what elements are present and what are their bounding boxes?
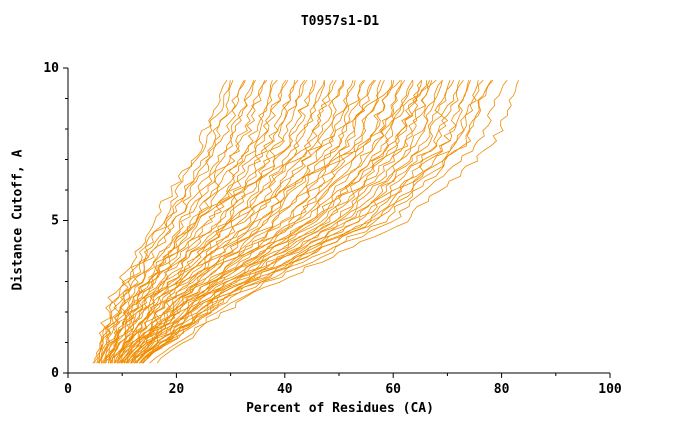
model-curve [156,80,519,364]
model-curve [96,80,245,364]
model-curve [94,80,231,364]
model-curve [113,79,334,364]
y-axis-label: Distance Cutoff, A [10,149,26,291]
y-tick-label: 10 [43,61,59,76]
model-curve [132,79,443,364]
model-curve [127,80,414,364]
model-curve [135,80,460,364]
model-curve [120,79,376,364]
model-curve [112,80,325,364]
x-axis-label: Percent of Residues (CA) [246,401,434,416]
model-curve [142,79,492,364]
model-curve [105,79,287,364]
model-curve [142,80,479,364]
model-curve [108,79,306,364]
model-curve [126,80,402,364]
model-curve [110,79,308,364]
y-tick-label: 0 [51,366,59,381]
model-curve [125,79,413,364]
model-curve [149,79,508,364]
model-curve [98,80,246,364]
model-curve [120,79,364,364]
model-curve [140,80,471,364]
model-curve [142,79,484,364]
chart-title: T0957s1-D1 [300,14,380,29]
x-tick-label: 20 [169,382,185,397]
x-tick-label: 60 [385,382,401,397]
x-tick-label: 80 [494,382,510,397]
model-curve [107,79,401,364]
model-curve [100,80,256,364]
x-tick-label: 100 [598,382,622,397]
model-curve [104,80,295,364]
x-tick-label: 0 [64,382,72,397]
model-curve [141,79,494,364]
model-curve [120,79,375,364]
model-curve [117,80,345,364]
model-curve [126,80,393,364]
model-curve [118,79,437,364]
model-curve [98,80,266,364]
model-curve [136,80,451,364]
model-curve [108,79,299,364]
model-curve [138,80,469,364]
model-curve [102,79,278,364]
model-curve [97,80,234,364]
x-tick-label: 40 [277,382,293,397]
model-curve [111,80,317,364]
model-curve [116,80,356,364]
model-curve [97,80,255,364]
model-curve [116,80,354,364]
model-curve [130,80,428,364]
model-curve [115,80,344,364]
y-tick-label: 5 [51,214,59,229]
model-curve [118,79,366,364]
